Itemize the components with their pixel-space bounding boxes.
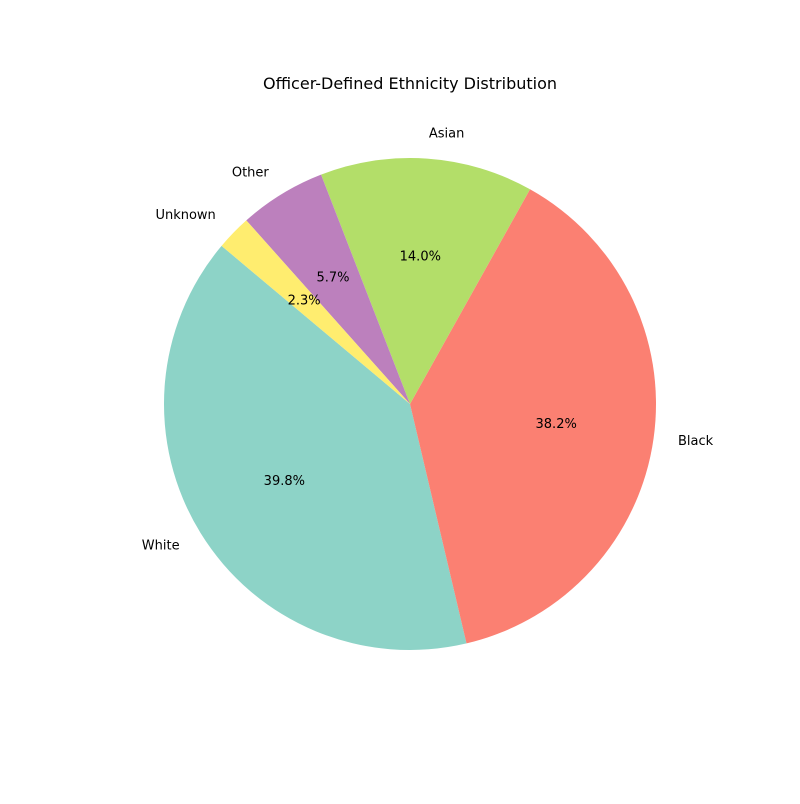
pie-slice-white xyxy=(163,245,467,651)
pct-label-asian: 14.0% xyxy=(400,249,441,264)
pie-labels: White 39.8% Black 38.2% Asian 14.0% Other 5.7% U… xyxy=(142,127,714,554)
pct-label-other: 5.7% xyxy=(316,271,349,286)
slice-label-asian: Asian xyxy=(429,127,464,142)
pie-slice-unknown xyxy=(221,220,410,404)
pct-label-black: 38.2% xyxy=(536,417,577,432)
slice-label-unknown: Unknown xyxy=(155,208,215,223)
pie-slice-asian xyxy=(321,158,531,404)
slice-label-black: Black xyxy=(678,434,714,449)
pct-label-unknown: 2.3% xyxy=(288,294,321,309)
pie-slice-other xyxy=(246,174,410,404)
pct-label-white: 39.8% xyxy=(264,474,305,489)
slice-label-other: Other xyxy=(232,166,270,181)
pie-slices xyxy=(163,158,656,651)
chart-title: Officer-Defined Ethnicity Distribution xyxy=(263,74,557,93)
pie-slice-black xyxy=(410,189,656,644)
slice-label-white: White xyxy=(142,538,180,553)
